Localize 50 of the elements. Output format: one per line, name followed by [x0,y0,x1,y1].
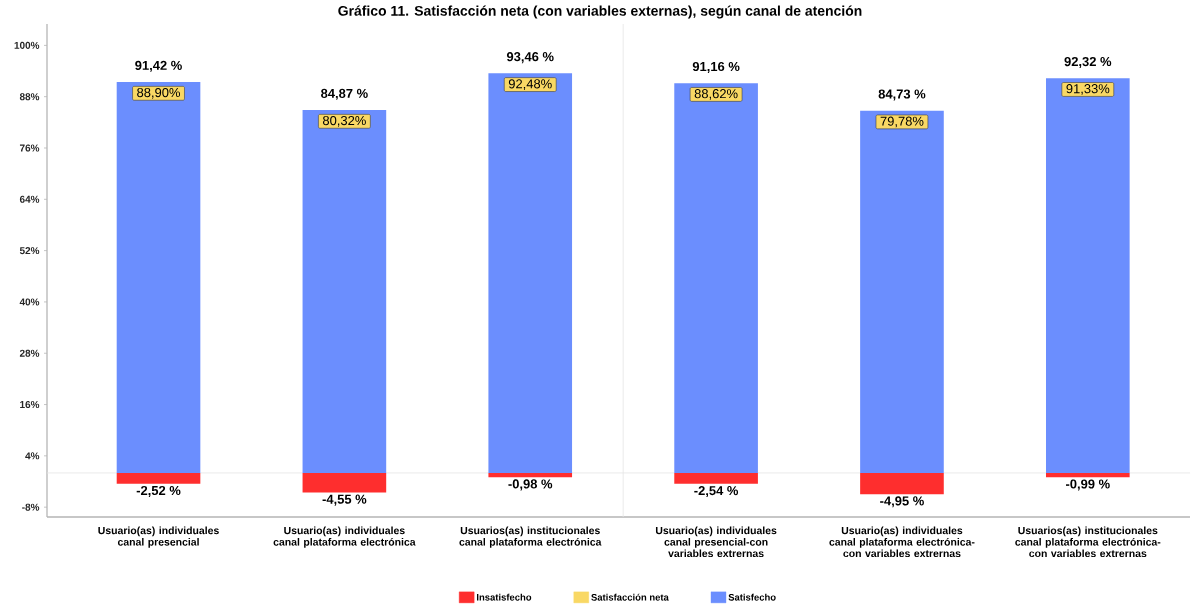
bar [674,83,758,473]
bar [488,73,573,473]
y-tick-label: 4% [25,452,40,460]
data-label: 91,42 % [135,60,182,72]
data-label: -4,95 % [880,496,924,508]
x-tick-label: Usuario(as) individuales canal presencial-con variables extrernas [655,526,777,558]
y-tick-label: 76% [19,144,40,152]
x-tick-label: Usuario(as) individuales canal plataforma electrónica [273,526,416,548]
bar [488,472,573,478]
x-tick-label: Usuarios(as) institucionales canal plataforma electrónica [459,526,602,548]
legend-label: Satisfacción neta [591,593,669,601]
data-label: 92,32 % [1064,56,1112,69]
annotation: 88,90% [137,87,181,99]
bar [860,472,944,495]
y-tick-label: 52% [19,247,40,255]
annotation: 79,78% [880,116,924,128]
y-tick-label: 64% [19,195,40,203]
data-label: -0,98 % [508,479,553,491]
bar [674,472,758,484]
x-tick-label: Usuarios(as) institucionales canal plataforma electrónica-con variables extrernas [1015,526,1161,558]
data-label: -2,54 % [694,486,739,498]
y-tick-label: 100% [14,41,40,49]
bar [302,110,387,473]
annotation: 80,32% [322,115,366,127]
data-label: -0,99 % [1065,479,1110,491]
legend-label: Satisfecho [728,593,776,601]
bar [116,472,201,484]
chart-title: Gráfico 11. Satisfacción neta (con variables externas), según canal de atención [338,5,862,19]
data-label: 93,46 % [506,52,554,64]
data-label: 91,16 % [692,61,740,73]
bar [302,472,387,493]
y-tick-label: 88% [19,93,40,101]
bar [1046,78,1130,473]
data-label: -4,55 % [322,494,367,506]
y-tick-label: 16% [20,401,40,409]
y-tick-label: 28% [19,349,40,357]
data-label: 84,73 % [878,89,926,101]
y-tick-label: -8% [22,503,40,511]
annotation: 92,48% [508,79,552,90]
data-label: -2,52 % [136,485,181,497]
annotation: 91,33% [1066,84,1110,95]
bar [860,110,944,473]
bar [116,82,201,473]
legend-label: Insatisfecho [477,593,532,601]
data-label: 84,87 % [321,88,368,100]
x-tick-label: Usuario(as) individuales canal plataforma electrónica-con variables extrernas [829,526,975,558]
x-tick-label: Usuario(as) individuales canal presencial [98,526,219,548]
bar [1046,472,1130,478]
annotation: 88,62% [694,89,738,100]
y-tick-label: 40% [19,298,40,306]
